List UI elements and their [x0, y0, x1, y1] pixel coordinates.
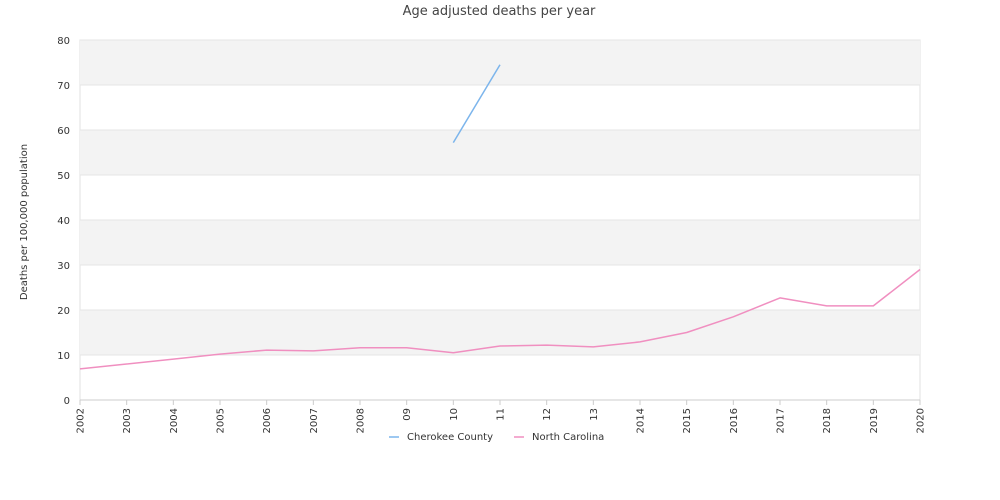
x-tick-label: 2008: [356, 408, 367, 433]
y-tick-label: 80: [57, 36, 70, 47]
x-tick-label: 13: [589, 408, 600, 421]
x-tick-label: 12: [542, 408, 553, 421]
x-tick-label: 2016: [729, 408, 740, 433]
x-tick-label: 2019: [869, 408, 880, 433]
y-tick-label: 40: [57, 216, 70, 227]
y-axis-title: Deaths per 100,000 population: [19, 144, 30, 300]
x-tick-label: 2020: [916, 408, 927, 433]
y-tick-label: 10: [57, 351, 70, 362]
x-tick-label: 2005: [216, 408, 227, 433]
grid-band: [80, 220, 920, 265]
x-tick-label: 2002: [76, 408, 87, 433]
x-tick-label: 2003: [122, 408, 133, 433]
y-tick-label: 30: [57, 261, 70, 272]
x-tick-label: 2007: [309, 408, 320, 433]
x-tick-label: 11: [496, 408, 507, 421]
legend-item[interactable]: Cherokee County: [389, 432, 493, 443]
x-tick-label: 2006: [262, 408, 273, 433]
x-tick-label: 10: [449, 408, 460, 421]
y-tick-label: 50: [57, 171, 70, 182]
grid-band: [80, 130, 920, 175]
grid-band: [80, 310, 920, 355]
x-tick-label: 2014: [636, 408, 647, 433]
x-axis: 2002 2003 2004 2005 2006 2007 2008 09 10 11 12 13 20…: [76, 399, 927, 433]
legend[interactable]: Cherokee County North Carolina: [389, 432, 604, 443]
legend-label: North Carolina: [532, 432, 604, 443]
series-lines: [79, 64, 921, 370]
y-tick-label: 60: [57, 126, 70, 137]
x-tick-label: 2004: [169, 408, 180, 433]
series-line-1: [79, 268, 921, 370]
y-tick-label: 0: [64, 396, 70, 407]
legend-item[interactable]: North Carolina: [514, 432, 604, 443]
x-tick-label: 2018: [822, 408, 833, 433]
x-tick-label: 09: [402, 408, 413, 421]
y-tick-label: 70: [57, 81, 70, 92]
x-tick-label: 2017: [776, 408, 787, 433]
y-tick-label: 20: [57, 306, 70, 317]
grid-band: [80, 40, 920, 85]
chart-title: Age adjusted deaths per year: [403, 4, 596, 19]
series-line-0: [452, 64, 501, 143]
y-axis: 0 10 20 30 40 50 60 70 80: [57, 36, 70, 407]
x-tick-label: 2015: [682, 408, 693, 433]
legend-label: Cherokee County: [407, 432, 493, 443]
